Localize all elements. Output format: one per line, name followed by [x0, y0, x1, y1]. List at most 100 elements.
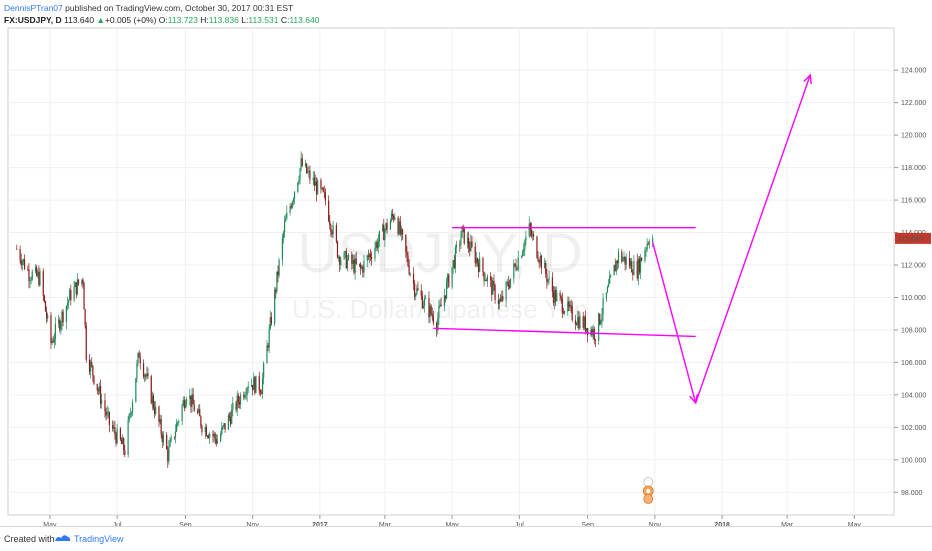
candle	[329, 215, 331, 230]
candle	[173, 436, 176, 440]
candle	[617, 248, 620, 269]
candle	[81, 279, 83, 287]
candle	[282, 230, 285, 244]
candle	[260, 389, 263, 395]
candle	[537, 251, 539, 262]
candle	[38, 265, 40, 287]
candle	[362, 264, 364, 278]
candle	[168, 439, 170, 465]
candle	[19, 245, 21, 264]
candle	[443, 288, 445, 311]
arrow-drawing[interactable]	[694, 73, 812, 404]
last-price-tag-bg	[895, 232, 931, 244]
candle	[290, 203, 292, 210]
candle	[131, 399, 134, 417]
candle	[53, 333, 55, 349]
x-tick-label: Sep	[581, 522, 594, 529]
candle	[494, 283, 496, 304]
candle	[420, 284, 422, 301]
candle	[462, 224, 464, 233]
candle	[221, 421, 223, 436]
event-icons[interactable]	[642, 477, 654, 504]
candle	[340, 256, 342, 270]
author-link[interactable]: DennisPTran07	[4, 3, 63, 13]
candle	[147, 367, 149, 380]
candle	[475, 251, 477, 267]
candle	[374, 241, 376, 262]
candle	[601, 308, 603, 328]
candle	[204, 423, 206, 439]
candle	[160, 415, 162, 439]
candle	[551, 272, 553, 298]
watermark-name: U.S. Dollar/Japanese Yen	[292, 294, 588, 324]
candle	[130, 411, 133, 418]
candle	[644, 246, 646, 263]
candle	[598, 312, 600, 345]
candle	[300, 151, 302, 172]
candle	[482, 256, 484, 277]
candle	[37, 269, 39, 279]
candle	[398, 218, 400, 236]
candle	[479, 252, 481, 273]
candle	[97, 387, 99, 396]
economic-events-icon[interactable]	[642, 477, 654, 504]
candle	[529, 221, 531, 237]
y-tick-label: 104.000	[901, 392, 926, 399]
candle	[99, 379, 102, 409]
candle	[77, 279, 80, 287]
tradingview-logo-icon[interactable]	[54, 532, 72, 544]
candle	[274, 287, 276, 327]
arrow-drawing[interactable]	[651, 242, 699, 405]
low-value: 113.531	[248, 15, 279, 25]
candle	[215, 434, 217, 447]
candle	[460, 230, 462, 249]
candle	[138, 350, 140, 358]
candle	[21, 259, 23, 271]
symbol-label[interactable]: FX:USDJPY, D	[4, 15, 62, 25]
candle	[90, 359, 92, 379]
candle	[609, 270, 611, 284]
candle	[590, 326, 592, 337]
candle	[84, 308, 86, 329]
candle	[145, 373, 147, 381]
candle	[289, 202, 291, 216]
candle	[231, 404, 233, 425]
candle	[321, 187, 323, 191]
candle	[152, 393, 155, 411]
x-tick-label: May	[43, 522, 57, 529]
candle	[484, 273, 486, 282]
candle	[337, 255, 340, 262]
time-axis[interactable]: May Jul Sep Nov 2017 Mar May Jul Sep Nov 2018 Mar Ma…	[43, 515, 861, 529]
candle	[258, 371, 260, 396]
candle	[616, 259, 619, 270]
candle	[161, 431, 163, 449]
candle	[177, 420, 179, 427]
candle	[593, 326, 595, 345]
y-tick-label: 110.000	[901, 295, 926, 302]
tradingview-link[interactable]: TradingView	[74, 534, 124, 544]
candle	[367, 249, 369, 261]
drawing-layer[interactable]	[433, 73, 812, 405]
candle	[599, 313, 601, 326]
candle	[621, 249, 623, 264]
candle	[214, 431, 216, 445]
price-axis[interactable]: 124.000122.000120.000118.000116.000114.0…	[894, 68, 926, 497]
candle	[522, 249, 524, 257]
published-text: published on TradingView.com, October 30…	[62, 3, 294, 13]
candle	[266, 340, 268, 364]
candle	[336, 240, 339, 259]
candle	[190, 395, 192, 413]
candle	[354, 253, 356, 280]
candle	[513, 259, 515, 284]
candle	[452, 259, 454, 274]
candle	[514, 263, 516, 268]
candlestick-series	[16, 151, 654, 469]
candle	[394, 212, 396, 221]
candle	[142, 359, 145, 379]
trendline-drawing[interactable]	[433, 327, 696, 338]
candle	[107, 407, 109, 419]
candle	[423, 295, 426, 313]
candle	[544, 258, 546, 269]
candle	[43, 294, 45, 303]
